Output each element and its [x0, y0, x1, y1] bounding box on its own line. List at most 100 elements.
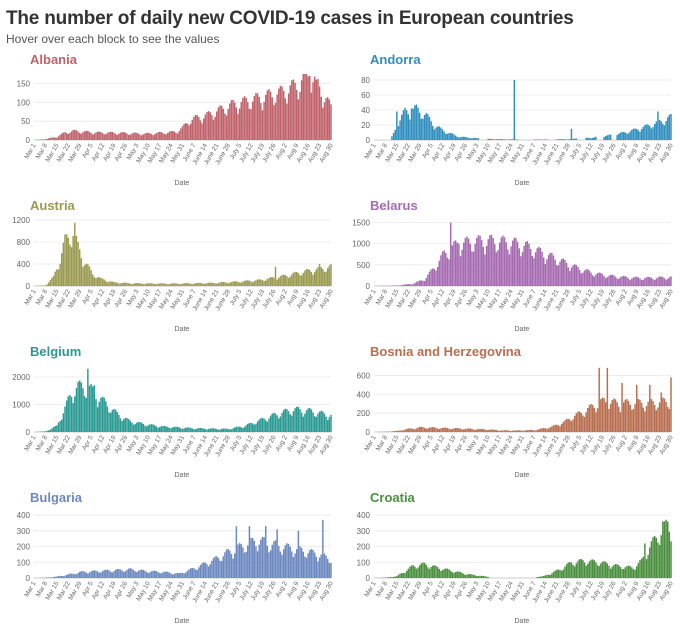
bar[interactable]: [306, 410, 307, 432]
bar[interactable]: [615, 399, 616, 432]
bar[interactable]: [629, 131, 630, 140]
bar[interactable]: [404, 108, 405, 140]
bar[interactable]: [193, 284, 194, 286]
bar[interactable]: [270, 416, 271, 432]
bar[interactable]: [563, 569, 564, 578]
bar[interactable]: [224, 428, 225, 432]
bar[interactable]: [618, 565, 619, 578]
bar[interactable]: [177, 573, 178, 578]
bar[interactable]: [623, 402, 624, 432]
bar[interactable]: [456, 572, 457, 578]
bar[interactable]: [115, 410, 116, 432]
bar[interactable]: [398, 431, 399, 432]
bar[interactable]: [179, 131, 180, 140]
bar[interactable]: [523, 431, 524, 432]
bar[interactable]: [434, 269, 435, 286]
bar[interactable]: [447, 258, 448, 286]
bar[interactable]: [463, 574, 464, 578]
bar[interactable]: [607, 368, 608, 432]
bar[interactable]: [421, 563, 422, 578]
bar[interactable]: [125, 418, 126, 432]
bar[interactable]: [107, 406, 108, 432]
bar[interactable]: [157, 284, 158, 286]
bar[interactable]: [289, 85, 290, 140]
bar[interactable]: [267, 279, 268, 286]
bar[interactable]: [260, 103, 261, 140]
bar[interactable]: [633, 569, 634, 578]
bar[interactable]: [329, 99, 330, 140]
bar[interactable]: [561, 424, 562, 432]
bar[interactable]: [502, 139, 503, 140]
bar[interactable]: [110, 132, 111, 140]
bar[interactable]: [670, 114, 671, 140]
bar[interactable]: [242, 282, 243, 286]
bar[interactable]: [608, 566, 609, 578]
bar[interactable]: [146, 283, 147, 286]
bar[interactable]: [520, 256, 521, 286]
bar[interactable]: [563, 139, 564, 140]
bar[interactable]: [468, 428, 469, 432]
bar[interactable]: [51, 428, 52, 432]
bar[interactable]: [95, 132, 96, 140]
bar[interactable]: [126, 134, 127, 140]
bar[interactable]: [239, 427, 240, 432]
bar[interactable]: [236, 526, 237, 578]
bar[interactable]: [196, 570, 197, 578]
bar[interactable]: [144, 284, 145, 286]
bar[interactable]: [437, 126, 438, 140]
bar[interactable]: [45, 139, 46, 140]
bar[interactable]: [214, 556, 215, 578]
bar[interactable]: [236, 427, 237, 432]
bar[interactable]: [665, 121, 666, 140]
bar[interactable]: [107, 282, 108, 286]
bar[interactable]: [237, 427, 238, 432]
bar[interactable]: [51, 278, 52, 286]
bar[interactable]: [442, 252, 443, 286]
bar[interactable]: [626, 399, 627, 432]
bar[interactable]: [660, 535, 661, 578]
bar[interactable]: [429, 272, 430, 286]
bar[interactable]: [425, 429, 426, 432]
bar[interactable]: [669, 277, 670, 286]
bar[interactable]: [538, 429, 539, 432]
bar[interactable]: [130, 421, 131, 432]
bar[interactable]: [149, 283, 150, 286]
bar[interactable]: [618, 134, 619, 140]
bar[interactable]: [656, 279, 657, 286]
bar[interactable]: [118, 283, 119, 286]
bar[interactable]: [556, 425, 557, 432]
bar[interactable]: [149, 572, 150, 578]
bar[interactable]: [396, 576, 397, 578]
bar[interactable]: [123, 419, 124, 432]
bar[interactable]: [600, 399, 601, 432]
bar[interactable]: [471, 251, 472, 286]
bar[interactable]: [258, 545, 259, 578]
bar[interactable]: [585, 412, 586, 432]
bar[interactable]: [330, 264, 331, 286]
bar[interactable]: [218, 430, 219, 432]
bar[interactable]: [89, 386, 90, 432]
bar[interactable]: [610, 275, 611, 286]
bar[interactable]: [543, 257, 544, 286]
bar[interactable]: [474, 244, 475, 286]
bar[interactable]: [594, 408, 595, 432]
bar[interactable]: [174, 283, 175, 286]
bar[interactable]: [294, 408, 295, 432]
bar[interactable]: [141, 284, 142, 286]
bar[interactable]: [182, 429, 183, 432]
bar[interactable]: [522, 252, 523, 286]
bar[interactable]: [509, 431, 510, 432]
bar[interactable]: [179, 284, 180, 286]
bar[interactable]: [322, 520, 323, 578]
bar[interactable]: [69, 574, 70, 578]
bar[interactable]: [183, 124, 184, 140]
bar[interactable]: [311, 549, 312, 578]
bar[interactable]: [541, 252, 542, 286]
bar[interactable]: [406, 284, 407, 286]
bar[interactable]: [452, 572, 453, 578]
bar[interactable]: [257, 280, 258, 286]
bar[interactable]: [126, 283, 127, 286]
bar[interactable]: [211, 115, 212, 140]
bar[interactable]: [82, 267, 83, 286]
bar[interactable]: [134, 424, 135, 432]
